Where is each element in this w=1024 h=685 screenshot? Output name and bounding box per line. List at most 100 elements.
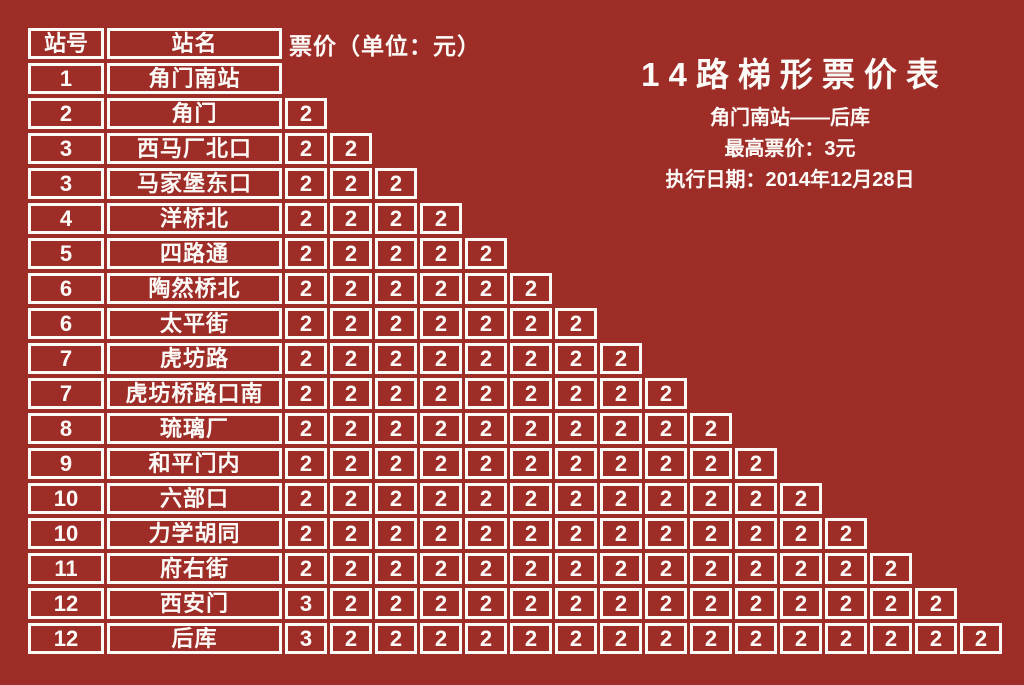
fare-cell: 2: [420, 553, 462, 584]
fare-cell: 2: [645, 553, 687, 584]
fare-cell: 2: [600, 588, 642, 619]
table-row: 8 琉璃厂 2 2 2 2 2 2 2 2 2 2: [28, 413, 1002, 444]
fare-cell: 2: [735, 588, 777, 619]
fare-cell: 2: [645, 413, 687, 444]
station-number-cell: 3: [28, 168, 104, 199]
fare-cell: 2: [780, 553, 822, 584]
fare-cell: 2: [780, 588, 822, 619]
table-row: 7 虎坊桥路口南 2 2 2 2 2 2 2 2 2: [28, 378, 1002, 409]
fare-cell: 2: [465, 308, 507, 339]
station-name-cell: 力学胡同: [107, 518, 282, 549]
station-name-cell: 四路通: [107, 238, 282, 269]
table-row: 4 洋桥北 2 2 2 2: [28, 203, 1002, 234]
table-row: 3 马家堡东口 2 2 2: [28, 168, 1002, 199]
fare-cell: 2: [645, 378, 687, 409]
fare-cell: 2: [870, 588, 912, 619]
fare-cell: 2: [600, 623, 642, 654]
station-number-header: 站号: [28, 28, 104, 59]
table-row: 6 太平街 2 2 2 2 2 2 2: [28, 308, 1002, 339]
fare-cell: 2: [780, 518, 822, 549]
sign-subtitle-block: 角门南站——后库 最高票价：3元 执行日期：2014年12月28日: [560, 103, 1020, 196]
fare-table: 站号 站名 票价（单位：元） 1 角门南站 2 角门 2 3 西马厂北口 2 2 3 马家堡东口 2 2…: [28, 28, 1002, 658]
fare-cell: 2: [375, 413, 417, 444]
station-number-cell: 1: [28, 63, 104, 94]
station-number-cell: 12: [28, 623, 104, 654]
fare-cell: 2: [555, 448, 597, 479]
fare-cell: 2: [690, 623, 732, 654]
table-row: 11 府右街 2 2 2 2 2 2 2 2 2 2 2 2 2 2: [28, 553, 1002, 584]
fare-cell: 2: [735, 448, 777, 479]
fare-cell: 2: [600, 413, 642, 444]
table-row: 3 西马厂北口 2 2: [28, 133, 1002, 164]
fare-cell: 2: [330, 133, 372, 164]
table-header-row: 站号 站名 票价（单位：元）: [28, 28, 1002, 59]
table-row: 6 陶然桥北 2 2 2 2 2 2: [28, 273, 1002, 304]
fare-cell: 2: [555, 518, 597, 549]
fare-cell: 3: [285, 623, 327, 654]
fare-cell: 2: [510, 413, 552, 444]
fare-cell: 2: [375, 203, 417, 234]
fare-cell: 2: [735, 483, 777, 514]
fare-cell: 2: [465, 483, 507, 514]
fare-cell: 2: [285, 133, 327, 164]
fare-cell: 2: [780, 623, 822, 654]
fare-cell: 2: [375, 343, 417, 374]
fare-cell: 2: [555, 378, 597, 409]
fare-cell: 2: [330, 308, 372, 339]
fare-cell: 2: [420, 448, 462, 479]
fare-cell: 2: [555, 553, 597, 584]
fare-cell: 2: [330, 483, 372, 514]
fare-cell: 2: [870, 623, 912, 654]
fare-cell: 2: [375, 588, 417, 619]
fare-cell: 2: [690, 483, 732, 514]
fare-cell: 2: [285, 203, 327, 234]
table-row: 5 四路通 2 2 2 2 2: [28, 238, 1002, 269]
fare-cell: 2: [645, 518, 687, 549]
station-number-cell: 4: [28, 203, 104, 234]
fare-cell: 2: [330, 273, 372, 304]
fare-cell: 2: [735, 623, 777, 654]
fare-cell: 2: [465, 273, 507, 304]
fare-cell: 2: [420, 273, 462, 304]
fare-cell: 2: [330, 553, 372, 584]
fare-cell: 2: [645, 623, 687, 654]
station-number-cell: 10: [28, 518, 104, 549]
fare-cell: 2: [330, 343, 372, 374]
fare-cell: 2: [465, 343, 507, 374]
fare-cell: 2: [825, 588, 867, 619]
fare-cell: 2: [510, 308, 552, 339]
fare-cell: 2: [375, 308, 417, 339]
station-number-cell: 3: [28, 133, 104, 164]
fare-cell: 2: [825, 518, 867, 549]
fare-cell: 2: [555, 623, 597, 654]
fare-cell: 2: [510, 273, 552, 304]
fare-cell: 2: [420, 203, 462, 234]
fare-cell: 2: [600, 448, 642, 479]
station-number-cell: 10: [28, 483, 104, 514]
fare-cell: 2: [420, 343, 462, 374]
fare-cell: 2: [690, 588, 732, 619]
station-name-cell: 六部口: [107, 483, 282, 514]
fare-cell: 2: [600, 553, 642, 584]
fare-cell: 2: [420, 308, 462, 339]
table-row: 1 角门南站: [28, 63, 1002, 94]
station-name-cell: 西马厂北口: [107, 133, 282, 164]
station-number-cell: 7: [28, 343, 104, 374]
fare-cell: 2: [375, 518, 417, 549]
fare-cell: 2: [645, 588, 687, 619]
fare-cell: 2: [510, 343, 552, 374]
fare-cell: 2: [645, 448, 687, 479]
table-row: 7 虎坊路 2 2 2 2 2 2 2 2: [28, 343, 1002, 374]
fare-cell: 2: [555, 343, 597, 374]
fare-cell: 2: [330, 588, 372, 619]
station-number-cell: 2: [28, 98, 104, 129]
fare-cell: 2: [780, 483, 822, 514]
fare-cell: 2: [420, 518, 462, 549]
table-row: 10 力学胡同 2 2 2 2 2 2 2 2 2 2 2 2 2: [28, 518, 1002, 549]
fare-cell: 2: [510, 588, 552, 619]
fare-cell: 2: [375, 238, 417, 269]
fare-cell: 2: [465, 623, 507, 654]
fare-cell: 2: [600, 343, 642, 374]
fare-cell: 2: [330, 448, 372, 479]
